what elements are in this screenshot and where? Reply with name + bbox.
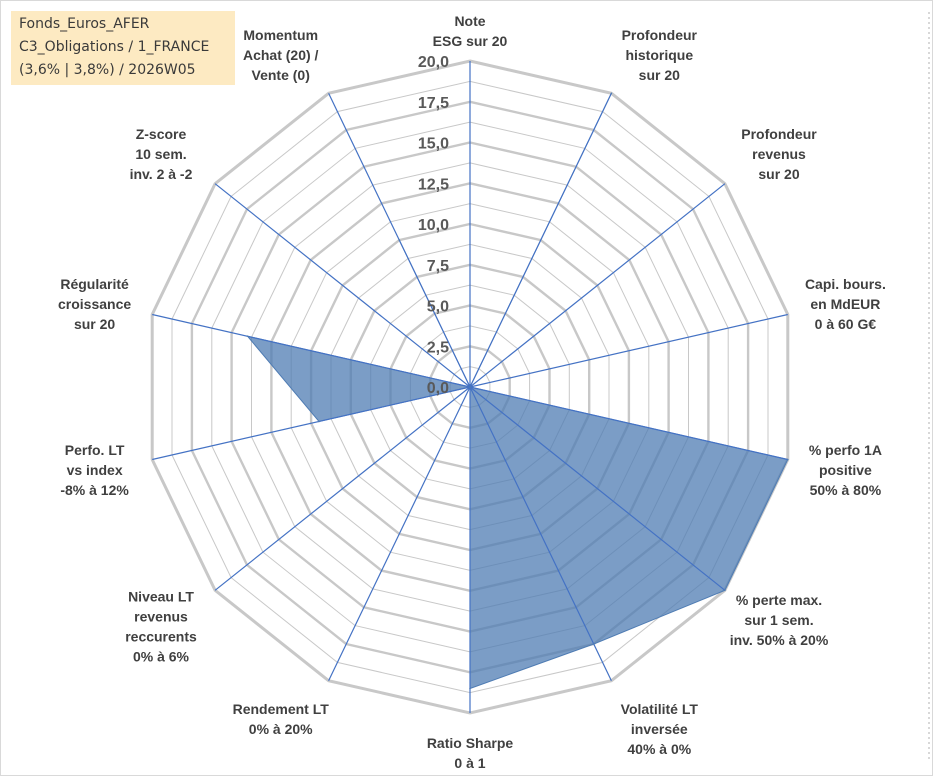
axis-line — [214, 183, 471, 388]
axis-line — [214, 386, 471, 591]
axis-label-line: Régularité — [60, 276, 129, 292]
axis-label-line: Ratio Sharpe — [427, 735, 514, 751]
axis-line — [469, 386, 612, 681]
data-point — [610, 92, 613, 95]
axis-label-line: croissance — [58, 296, 131, 312]
axis-label: Perfo. LT vs index -8% à 12% — [60, 442, 129, 498]
axis-label-line: Vente (0) — [252, 67, 310, 83]
axis-label-line: positive — [819, 462, 872, 478]
tick-label: 7,5 — [427, 258, 449, 275]
axis-label: Profondeur historique sur 20 — [622, 27, 698, 83]
scrollbar[interactable] — [921, 2, 931, 774]
data-point — [246, 335, 249, 338]
axis-label-line: 0% à 20% — [249, 721, 313, 737]
data-point — [469, 687, 471, 690]
axis-line — [469, 386, 726, 591]
axis-label-line: Rendement LT — [233, 701, 330, 717]
series-area — [246, 93, 789, 690]
axis-label-line: inversée — [631, 721, 688, 737]
axis-label-line: Perfo. LT — [65, 442, 125, 458]
axis-label-line: -8% à 12% — [60, 482, 129, 498]
axis-label-line: en MdEUR — [810, 296, 880, 312]
data-point — [318, 420, 320, 423]
tick-label: 15,0 — [418, 136, 449, 153]
tick-label: 17,5 — [418, 95, 449, 112]
axis-label: Profondeur revenus sur 20 — [741, 126, 817, 182]
data-point — [593, 643, 595, 645]
axis-label-line: Volatilité LT — [621, 701, 699, 717]
axis-label-line: ESG sur 20 — [433, 33, 508, 49]
axis-line — [152, 313, 471, 388]
axis-label-line: Capi. bours. — [805, 276, 886, 292]
tick-label: 12,5 — [418, 176, 449, 193]
axis-label-line: Note — [454, 13, 485, 29]
axis-line — [469, 313, 788, 388]
axis-label-line: vs index — [67, 462, 123, 478]
axis-label: Volatilité LT inversée 40% à 0% — [621, 701, 699, 757]
axis-line — [152, 386, 471, 461]
tick-label: 10,0 — [418, 217, 449, 234]
data-point — [787, 458, 789, 461]
tick-label: 0,0 — [427, 380, 449, 397]
axis-label-line: % perte max. — [736, 592, 822, 608]
data-point — [398, 239, 401, 241]
axis-line — [328, 386, 471, 681]
axis-label-line: Achat (20) / — [243, 47, 319, 63]
axis-label-line: Profondeur — [741, 126, 817, 142]
axis-label-line: 40% à 0% — [627, 741, 691, 757]
axis-label-line: % perfo 1A — [809, 442, 882, 458]
axis-label-line: Momentum — [243, 27, 318, 43]
axis-label-line: Z-score — [136, 126, 187, 142]
tick-label: 20,0 — [418, 54, 449, 71]
data-point — [724, 589, 726, 592]
axis-line — [469, 93, 612, 388]
axis-label-line: 0 à 60 G€ — [815, 316, 877, 332]
axis-line — [469, 183, 726, 388]
axis-label-line: sur 20 — [74, 316, 115, 332]
axis-label-line: revenus — [134, 608, 188, 624]
axis-label-line: 50% à 80% — [810, 482, 882, 498]
title-line-1: Fonds_Euros_AFER — [19, 16, 150, 32]
tick-label: 5,0 — [427, 299, 449, 316]
axis-label-line: historique — [625, 47, 693, 63]
axis-label: Momentum Achat (20) / Vente (0) — [243, 27, 319, 83]
axis-label-line: 0 à 1 — [454, 755, 485, 771]
axis-label-line: 10 sem. — [135, 146, 186, 162]
axis-label-line: sur 20 — [758, 166, 799, 182]
chart-title-box: Fonds_Euros_AFER C3_Obligations / 1_FRAN… — [11, 11, 235, 85]
data-point — [469, 386, 471, 388]
axis-label: Rendement LT 0% à 20% — [233, 701, 330, 737]
axis-label: Note ESG sur 20 — [433, 13, 508, 49]
title-line-3: (3,6% | 3,8%) / 2026W05 — [19, 62, 196, 78]
axis-label-line: inv. 2 à -2 — [130, 166, 193, 182]
tick-label: 2,5 — [427, 339, 449, 356]
axis-label-line: 0% à 6% — [133, 648, 190, 664]
axis-label-line: Niveau LT — [128, 588, 194, 604]
axis-label: Ratio Sharpe 0 à 1 — [427, 735, 514, 771]
axis-label: % perte max. sur 1 sem. inv. 50% à 20% — [730, 592, 829, 648]
axis-label-line: Profondeur — [622, 27, 698, 43]
axis-label-line: inv. 50% à 20% — [730, 632, 829, 648]
axis-label-line: sur 20 — [639, 67, 680, 83]
axis-label: % perfo 1A positive 50% à 80% — [809, 442, 882, 498]
axis-line — [469, 386, 788, 461]
axis-label: Capi. bours. en MdEUR 0 à 60 G€ — [805, 276, 886, 332]
axis-label: Z-score 10 sem. inv. 2 à -2 — [130, 126, 193, 182]
axis-label-line: sur 1 sem. — [744, 612, 813, 628]
title-line-2: C3_Obligations / 1_FRANCE — [19, 39, 210, 55]
axis-label-line: revenus — [752, 146, 806, 162]
axis-label: Niveau LT revenus reccurents 0% à 6% — [125, 588, 197, 664]
axis-label-line: reccurents — [125, 628, 197, 644]
axis-label: Régularité croissance sur 20 — [58, 276, 131, 332]
